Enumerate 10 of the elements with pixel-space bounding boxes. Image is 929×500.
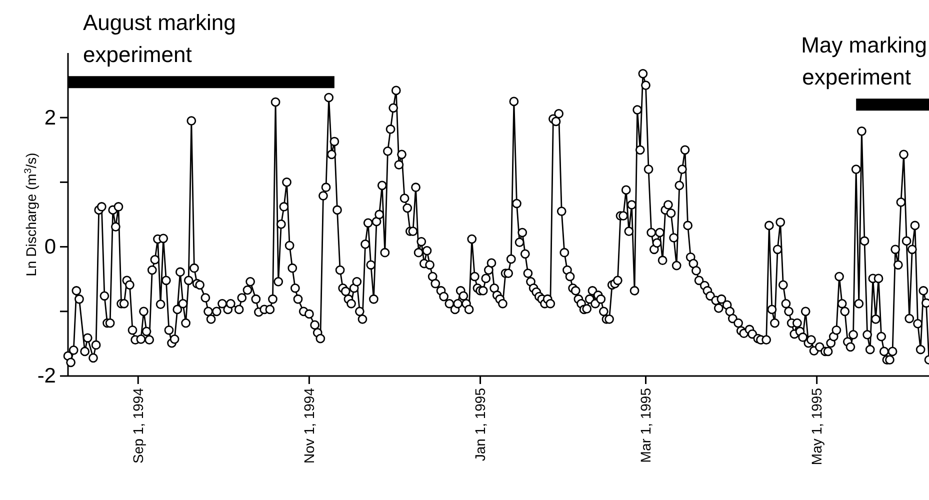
series-label: August marking experiment bbox=[83, 10, 236, 68]
y-tick-label: 0 bbox=[44, 236, 56, 259]
series-label: May marking experiment bbox=[801, 32, 927, 90]
x-tick-label: Mar 1, 1995 bbox=[638, 388, 654, 463]
x-tick-label: Sep 1, 1994 bbox=[130, 388, 146, 464]
x-tick-label: May 1, 1995 bbox=[808, 388, 825, 466]
x-tick-label: Jan 1, 1995 bbox=[472, 388, 488, 462]
x-tick-label: Nov 1, 1994 bbox=[301, 388, 318, 464]
y-tick-label: -2 bbox=[37, 364, 56, 388]
y-tick-label: 2 bbox=[44, 106, 56, 130]
